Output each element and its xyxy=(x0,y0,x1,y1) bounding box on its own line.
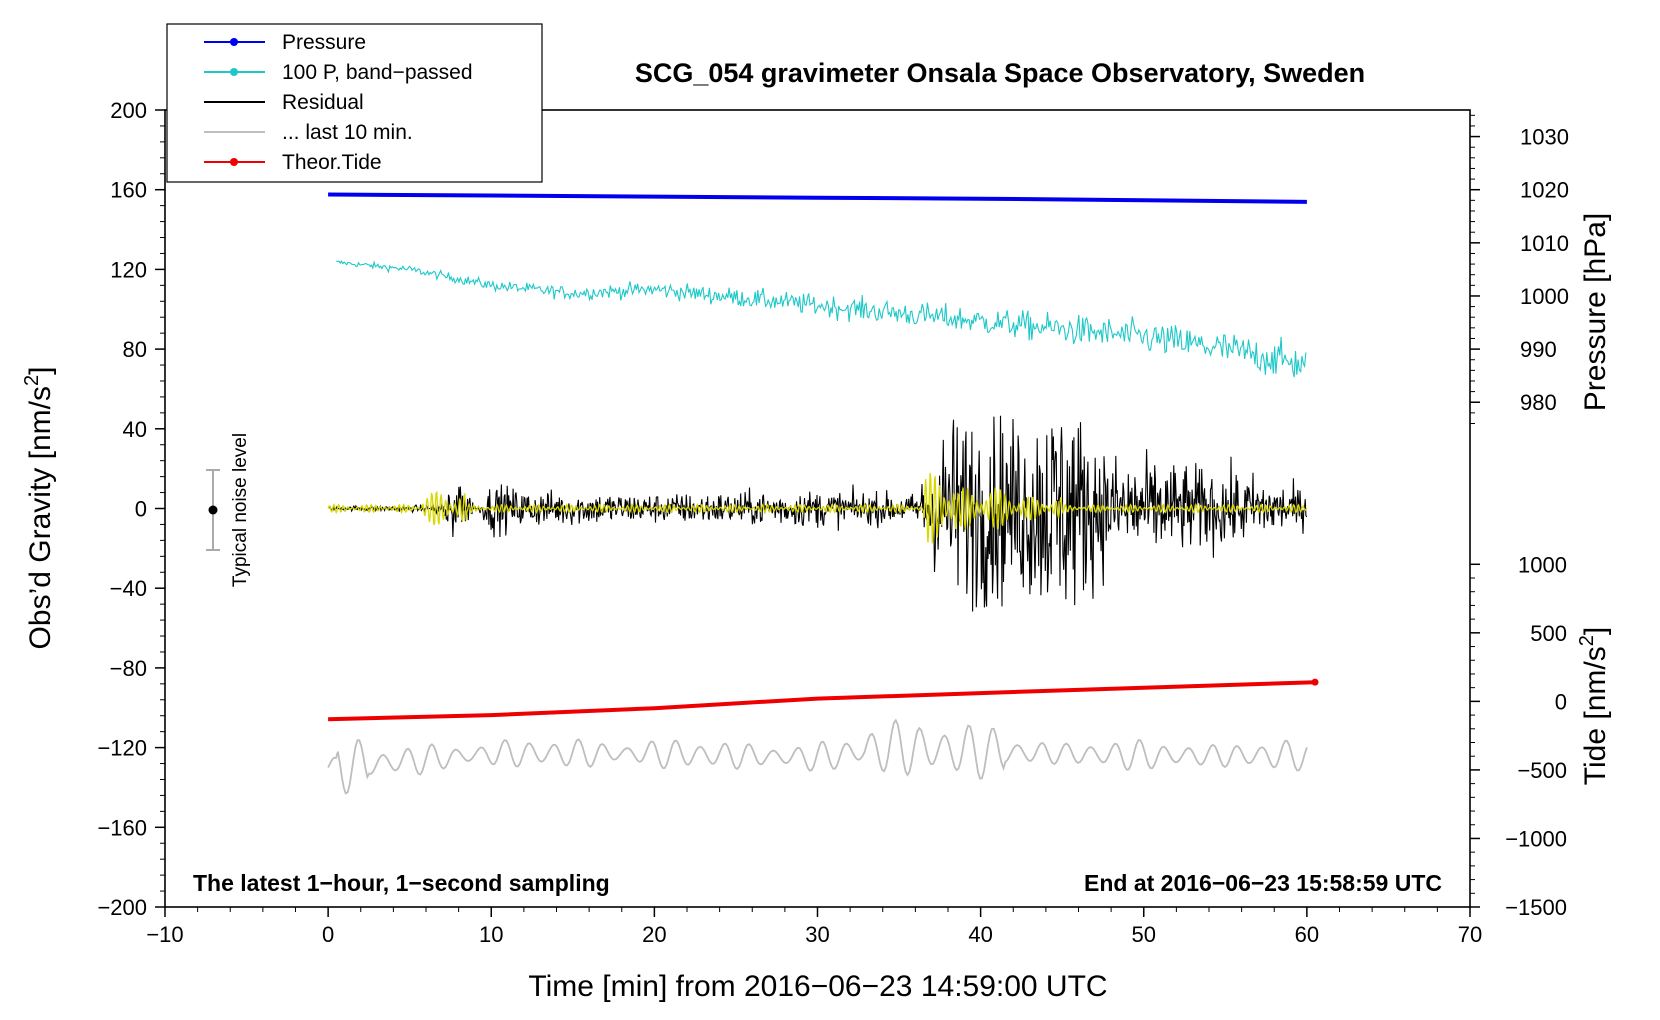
series-last-10-min xyxy=(327,718,1308,795)
y-left-tick-label: 160 xyxy=(110,178,147,203)
annotation-right: End at 2016−06−23 15:58:59 UTC xyxy=(1084,870,1442,896)
x-tick-label: 40 xyxy=(968,922,992,947)
tick-layer xyxy=(155,109,1480,917)
tide-title-sup: 2 xyxy=(1576,635,1598,646)
pressure-tick-label: 990 xyxy=(1520,337,1557,362)
legend-label: Pressure xyxy=(282,31,366,54)
legend-label: ... last 10 min. xyxy=(282,121,413,144)
pressure-tick-label: 1020 xyxy=(1520,178,1569,203)
x-axis-title: Time [min] from 2016−06−23 14:59:00 UTC xyxy=(528,970,1107,1003)
legend-marker xyxy=(230,68,238,76)
noise-bar-dot xyxy=(208,505,218,515)
pressure-tick-label: 1010 xyxy=(1520,231,1569,256)
y-left-tick-label: −200 xyxy=(97,895,147,920)
y-axis-pressure-title: Pressure [hPa] xyxy=(1579,213,1612,411)
y-left-tick-label: 200 xyxy=(110,98,147,123)
legend-label: Residual xyxy=(282,91,364,114)
y-left-tick-label: 0 xyxy=(135,497,147,522)
annotation-left: The latest 1−hour, 1−second sampling xyxy=(193,870,610,896)
x-tick-label: 0 xyxy=(322,922,334,947)
series-residual-filtered xyxy=(327,472,1308,545)
y-left-tick-label: −80 xyxy=(110,656,147,681)
y-left-title-tail: ] xyxy=(24,367,57,375)
legend: Pressure 100 P, band−passed Residual ... la… xyxy=(166,23,543,183)
tide-tick-label: 0 xyxy=(1555,689,1567,714)
y-left-tick-label: −160 xyxy=(97,815,147,840)
legend-label: Theor.Tide xyxy=(282,151,382,174)
y-left-tick-label: 80 xyxy=(123,337,147,362)
series-layer xyxy=(327,192,1319,795)
series-band-passed-pressure xyxy=(336,260,1307,378)
x-tick-label: −10 xyxy=(146,922,183,947)
tick-label-layer: −10 0 10 20 30 40 50 60 7020016012080400−40−80−1… xyxy=(97,98,1569,947)
y-left-tick-label: −40 xyxy=(110,576,147,601)
series-theor-tide xyxy=(328,680,1316,722)
legend-marker xyxy=(230,38,238,46)
noise-level-indicator: Typical noise level xyxy=(206,433,251,587)
y-left-tick-label: 40 xyxy=(123,417,147,442)
tide-tick-label: 500 xyxy=(1530,621,1567,646)
x-tick-label: 50 xyxy=(1132,922,1156,947)
x-tick-label: 20 xyxy=(642,922,666,947)
legend-items: Pressure 100 P, band−passed Residual ... la… xyxy=(204,31,473,174)
y-left-tick-label: 120 xyxy=(110,257,147,282)
legend-marker xyxy=(230,158,238,166)
tide-tick-label: 1000 xyxy=(1518,552,1567,577)
y-axis-left-title: Obs’d Gravity [nm/s2] xyxy=(21,367,57,650)
tide-tick-label: −1000 xyxy=(1505,826,1567,851)
series-residual xyxy=(328,415,1308,612)
pressure-tick-label: 1000 xyxy=(1520,284,1569,309)
y-axis-tide-title: Tide [nm/s2] xyxy=(1576,627,1612,785)
y-left-title-main: Obs’d Gravity [nm/s xyxy=(24,386,57,649)
tide-end-marker xyxy=(1311,678,1319,686)
y-left-tick-label: −120 xyxy=(97,736,147,761)
x-tick-label: 10 xyxy=(479,922,503,947)
x-tick-label: 60 xyxy=(1295,922,1319,947)
tide-tick-label: −500 xyxy=(1517,758,1567,783)
pressure-tick-label: 980 xyxy=(1520,390,1557,415)
tide-title-main: Tide [nm/s xyxy=(1579,646,1612,785)
y-left-title-sup: 2 xyxy=(21,375,43,386)
x-tick-label: 70 xyxy=(1458,922,1482,947)
noise-bar-label: Typical noise level xyxy=(230,433,251,587)
chart-title: SCG_054 gravimeter Onsala Space Observat… xyxy=(635,58,1365,88)
tide-tick-label: −1500 xyxy=(1505,895,1567,920)
pressure-tick-label: 1030 xyxy=(1520,125,1569,150)
tide-title-tail: ] xyxy=(1579,627,1612,635)
x-tick-label: 30 xyxy=(805,922,829,947)
legend-label: 100 P, band−passed xyxy=(282,61,473,84)
series-pressure xyxy=(328,192,1307,204)
